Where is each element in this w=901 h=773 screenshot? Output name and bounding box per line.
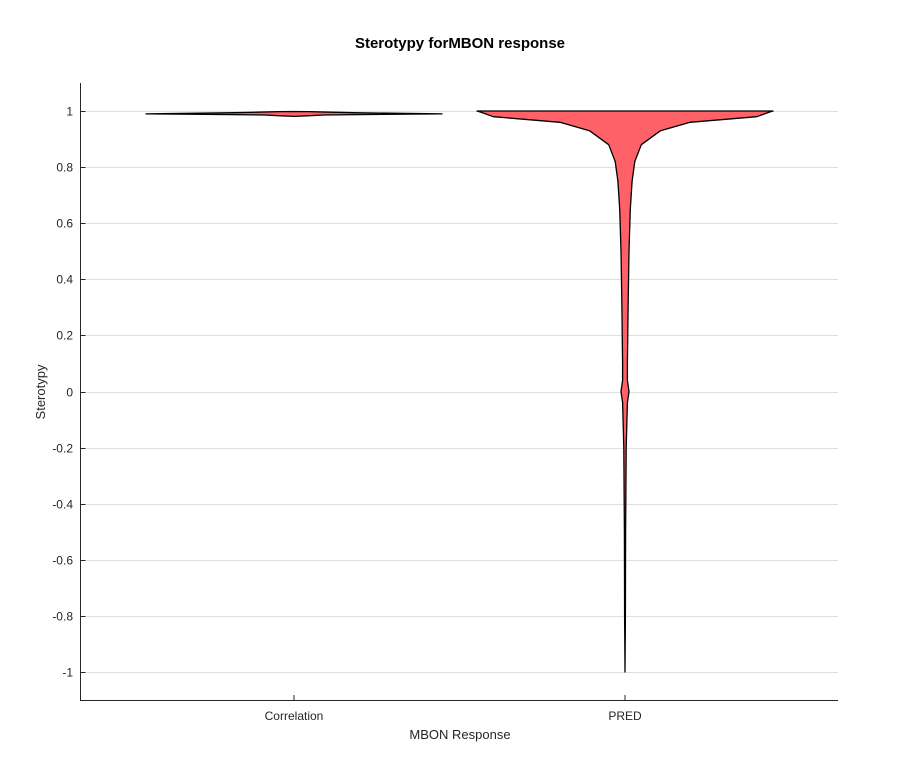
y-tick-label: 0.6 [56, 217, 73, 231]
y-axis-label: Sterotypy [33, 364, 48, 419]
violin-pred [476, 110, 774, 673]
y-tick-label: 0.4 [56, 273, 73, 287]
gridlines [80, 111, 838, 673]
y-tick-label: -1 [62, 666, 73, 680]
chart-title: Sterotypy forMBON response [355, 35, 565, 52]
x-tick-label: Correlation [265, 709, 324, 723]
y-tick-label: -0.6 [52, 554, 73, 568]
x-axis-ticks: Correlation PRED [265, 695, 642, 723]
x-tick-label: PRED [608, 709, 642, 723]
y-tick-label: 0 [66, 386, 73, 400]
violins [145, 110, 774, 673]
y-tick-label: -0.4 [52, 498, 73, 512]
y-tick-label: 0.2 [56, 329, 73, 343]
x-axis-label: MBON Response [409, 727, 510, 742]
y-tick-label: 1 [66, 105, 73, 119]
y-axis-ticks: 1 0.8 0.6 0.4 0.2 0 -0.2 -0.4 -0.6 -0.8 -1 [52, 105, 86, 680]
y-tick-label: -0.8 [52, 610, 73, 624]
y-tick-label: -0.2 [52, 442, 73, 456]
axes-frame [80, 83, 838, 701]
violin-correlation [145, 110, 443, 118]
y-tick-label: 0.8 [56, 161, 73, 175]
